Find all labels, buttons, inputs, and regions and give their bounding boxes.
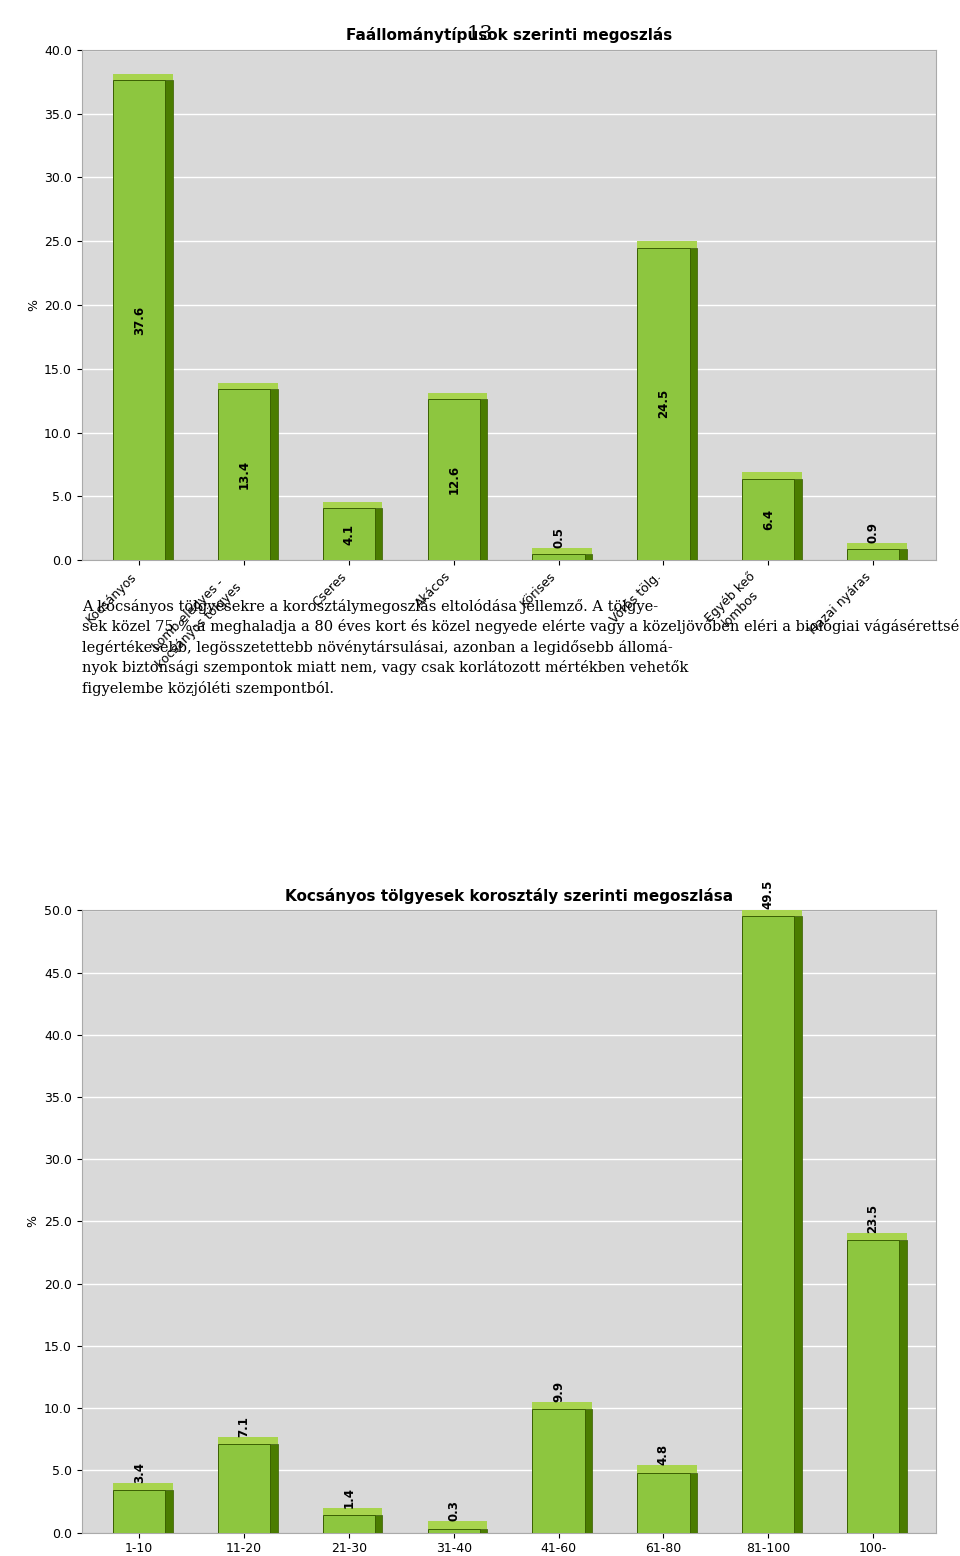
Bar: [427, 400, 480, 560]
Bar: [218, 1444, 271, 1533]
Text: 37.6: 37.6: [132, 305, 146, 335]
Y-axis label: %: %: [27, 299, 39, 311]
Bar: [480, 400, 488, 560]
Text: A kocsányos tölgyesekre a korosztálymegoszlás eltolódása jellemző. A tölgye-
sek: A kocsányos tölgyesekre a korosztálymego…: [82, 599, 960, 696]
Bar: [742, 916, 795, 1533]
Bar: [82, 560, 936, 576]
Bar: [82, 1533, 936, 1551]
Bar: [375, 1516, 382, 1533]
Bar: [323, 507, 375, 560]
Bar: [585, 1410, 592, 1533]
Bar: [795, 916, 802, 1533]
Bar: [847, 1240, 900, 1533]
Bar: [165, 81, 173, 560]
Bar: [271, 1444, 277, 1533]
Text: 3.4: 3.4: [132, 1463, 146, 1483]
Bar: [533, 554, 585, 560]
Text: 24.5: 24.5: [657, 389, 670, 419]
Text: 4.8: 4.8: [657, 1444, 670, 1466]
Text: 1.4: 1.4: [343, 1488, 355, 1508]
Text: 0.9: 0.9: [867, 521, 879, 543]
Text: 9.9: 9.9: [552, 1380, 565, 1402]
Bar: [218, 389, 271, 560]
Bar: [113, 1491, 165, 1533]
Bar: [742, 479, 795, 560]
Text: 49.5: 49.5: [762, 879, 775, 909]
Bar: [637, 247, 689, 560]
Text: 13.4: 13.4: [237, 461, 251, 489]
Bar: [165, 1491, 173, 1533]
Bar: [847, 549, 900, 560]
Bar: [271, 389, 277, 560]
Bar: [900, 1240, 906, 1533]
Bar: [795, 479, 802, 560]
Title: Faállománytípusok szerinti megoszlás: Faállománytípusok szerinti megoszlás: [346, 26, 672, 44]
Title: Kocsányos tölgyesek korosztály szerinti megoszlása: Kocsányos tölgyesek korosztály szerinti …: [285, 887, 732, 904]
Text: 0.5: 0.5: [552, 526, 565, 548]
Text: 0.3: 0.3: [447, 1500, 460, 1522]
Bar: [113, 81, 165, 560]
Text: 13: 13: [467, 25, 493, 44]
Bar: [900, 549, 906, 560]
Text: 7.1: 7.1: [237, 1416, 251, 1436]
Bar: [533, 1410, 585, 1533]
Bar: [427, 1530, 480, 1533]
Bar: [689, 247, 697, 560]
Bar: [375, 507, 382, 560]
Text: 23.5: 23.5: [867, 1203, 879, 1232]
Bar: [480, 1530, 488, 1533]
Bar: [323, 1516, 375, 1533]
Y-axis label: %: %: [27, 1215, 39, 1228]
Text: 4.1: 4.1: [343, 523, 355, 545]
Text: 6.4: 6.4: [762, 509, 775, 531]
Bar: [689, 1474, 697, 1533]
Bar: [637, 1474, 689, 1533]
Bar: [585, 554, 592, 560]
Text: 12.6: 12.6: [447, 465, 460, 495]
